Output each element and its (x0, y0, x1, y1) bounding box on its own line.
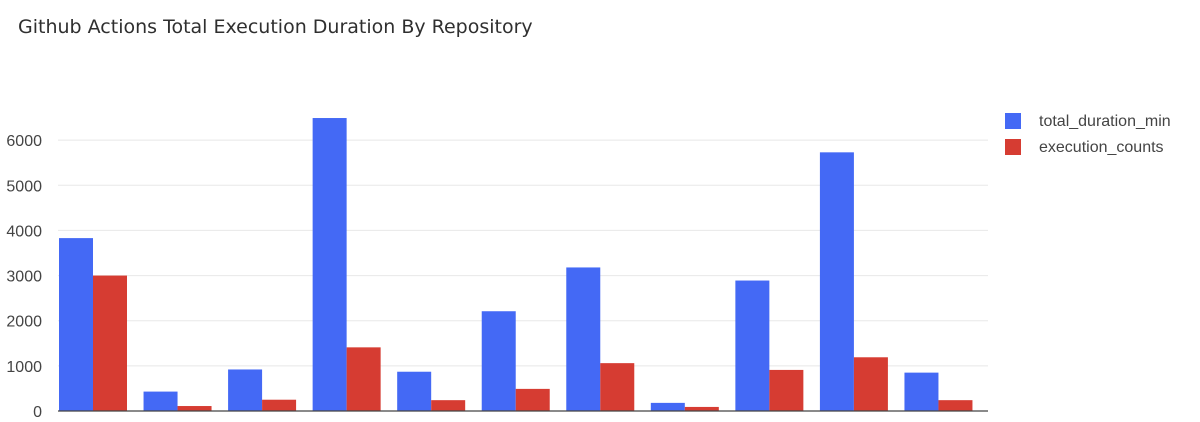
y-tick-label: 4000 (6, 223, 42, 240)
bar-total_duration_min-9 (819, 152, 854, 411)
legend-swatch-total_duration_min (1005, 113, 1021, 129)
bar-execution_counts-6 (600, 363, 635, 411)
bar-total_duration_min-5 (481, 311, 516, 411)
bar-execution_counts-2 (262, 399, 297, 411)
y-axis: 0 1000 2000 3000 4000 5000 6000 (6, 133, 42, 421)
bar-execution_counts-5 (515, 388, 550, 411)
legend-label-execution_counts: execution_counts (1039, 139, 1164, 156)
bar-execution_counts-9 (853, 357, 888, 411)
y-tick-label: 6000 (6, 133, 42, 150)
bar-execution_counts-10 (938, 400, 973, 411)
bar-execution_counts-4 (431, 400, 466, 411)
y-tick-label: 1000 (6, 359, 42, 376)
bar-execution_counts-8 (769, 369, 804, 411)
bar-total_duration_min-4 (397, 371, 432, 411)
bar-total_duration_min-1 (143, 391, 178, 411)
bar-total_duration_min-3 (312, 118, 347, 411)
legend-swatch-execution_counts (1005, 139, 1021, 155)
chart-title: Github Actions Total Execution Duration … (18, 16, 533, 38)
legend-label-total_duration_min: total_duration_min (1039, 113, 1171, 130)
bar-execution_counts-3 (346, 347, 381, 411)
bar-execution_counts-0 (93, 275, 127, 411)
legend: total_duration_min execution_counts (1005, 113, 1171, 156)
bar-total_duration_min-7 (650, 402, 685, 411)
y-tick-label: 3000 (6, 269, 42, 286)
bar-execution_counts-7 (684, 406, 719, 411)
bar-total_duration_min-10 (904, 372, 939, 411)
y-tick-label: 2000 (6, 314, 42, 331)
y-tick-label: 5000 (6, 178, 42, 195)
bar-total_duration_min-8 (735, 280, 770, 411)
bar-total_duration_min-6 (566, 267, 601, 411)
bars (59, 118, 973, 411)
y-tick-label: 0 (33, 404, 42, 421)
bar-total_duration_min-2 (228, 369, 263, 411)
bar-total_duration_min-0 (59, 238, 93, 411)
bar-execution_counts-1 (177, 406, 212, 411)
